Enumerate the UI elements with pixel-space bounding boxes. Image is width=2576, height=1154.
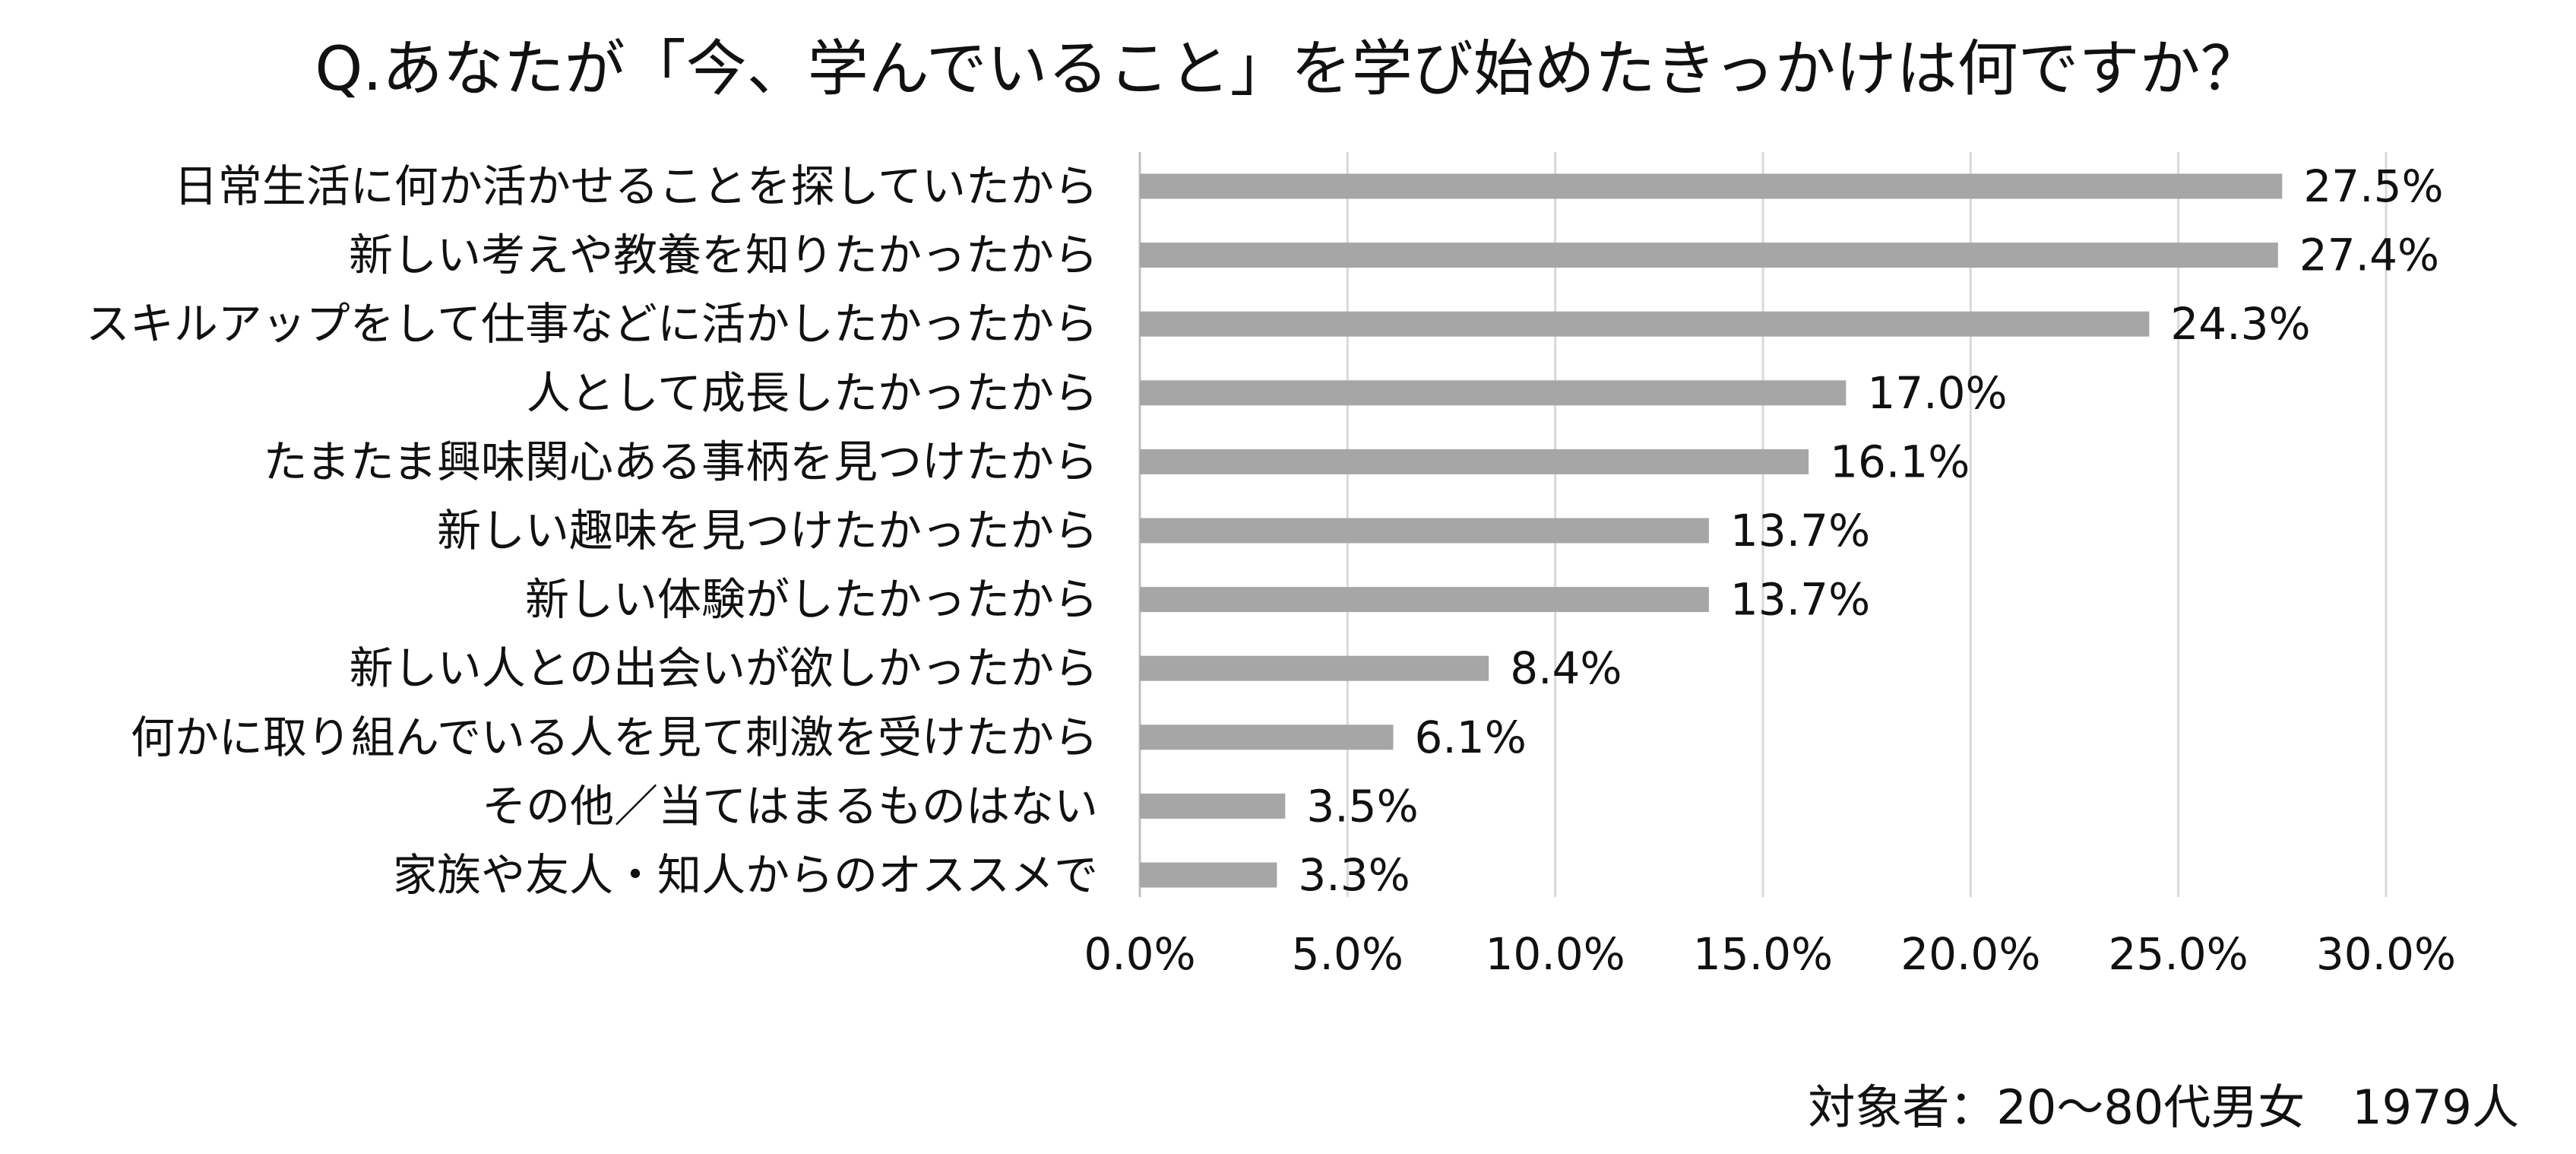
data-label: 3.3%	[1298, 849, 1410, 901]
footnote: 対象者：20～80代男女 1979人	[1808, 1079, 2519, 1135]
bar	[1140, 518, 1709, 544]
data-label: 16.1%	[1830, 436, 1970, 487]
data-label: 27.4%	[2299, 230, 2439, 281]
x-tick-label: 25.0%	[2109, 928, 2248, 980]
x-tick-label: 5.0%	[1292, 928, 1404, 980]
data-label: 3.5%	[1306, 780, 1418, 832]
bar	[1140, 655, 1489, 681]
data-label: 17.0%	[1867, 367, 2007, 419]
category-label: 何かに取り組んでいる人を見て刺激を受けたから	[131, 712, 1098, 763]
bar	[1140, 587, 1709, 613]
x-tick-label: 10.0%	[1486, 928, 1625, 980]
bar	[1140, 793, 1286, 819]
data-label: 13.7%	[1730, 505, 1870, 556]
x-tick-label: 30.0%	[2316, 928, 2456, 980]
bars	[1140, 173, 2283, 888]
bar	[1140, 862, 1277, 888]
bar	[1140, 311, 2150, 337]
category-label: たまたま興味関心ある事柄を見つけたから	[263, 436, 1098, 487]
category-label: その他／当てはまるものはない	[482, 780, 1098, 832]
data-label: 8.4%	[1510, 642, 1622, 694]
category-label: 家族や友人・知人からのオススメで	[393, 849, 1098, 901]
x-axis-ticks: 0.0% 5.0% 10.0% 15.0% 20.0% 25.0% 30.0%	[1084, 928, 2456, 980]
category-label: 人として成長したかったから	[527, 367, 1098, 419]
bar	[1140, 380, 1847, 406]
category-label: 日常生活に何か活かせることを探していたから	[174, 160, 1098, 212]
category-label: 新しい考えや教養を知りたかったから	[349, 230, 1098, 281]
bar	[1140, 243, 2278, 268]
data-label: 13.7%	[1730, 574, 1870, 626]
category-label: 新しい人との出会いが欲しかったから	[350, 642, 1098, 694]
data-label: 27.5%	[2303, 160, 2443, 212]
category-label: スキルアップをして仕事などに活かしたかったから	[86, 298, 1098, 350]
bar	[1140, 173, 2283, 199]
category-label: 新しい趣味を見つけたかったから	[437, 505, 1098, 556]
category-label: 新しい体験がしたかったから	[525, 574, 1098, 626]
data-label: 6.1%	[1414, 712, 1526, 763]
chart-title: Q.あなたが「今、学んでいること」を学び始めたきっかけは何ですか？	[315, 33, 2261, 104]
x-tick-label: 15.0%	[1693, 928, 1833, 980]
x-tick-label: 20.0%	[1900, 928, 2040, 980]
x-tick-label: 0.0%	[1084, 928, 1195, 980]
bar	[1140, 724, 1394, 750]
category-labels: 日常生活に何か活かせることを探していたから新しい考えや教養を知りたかったからスキ…	[86, 160, 1098, 901]
value-labels: 27.5% 27.4% 24.3% 17.0% 16.1% 13.7% 13.7% 8.4% 6…	[1298, 160, 2443, 901]
data-label: 24.3%	[2170, 298, 2310, 350]
bar	[1140, 449, 1809, 474]
